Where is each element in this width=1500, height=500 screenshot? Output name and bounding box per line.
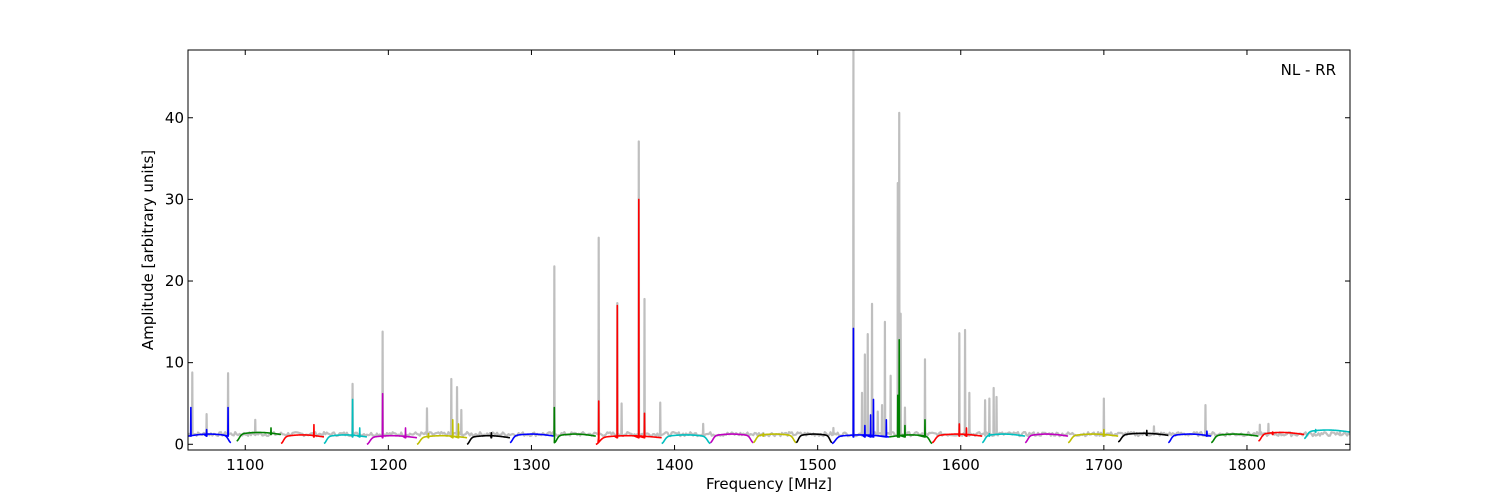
series-line-3 [323, 398, 368, 445]
plot-traces [188, 50, 1350, 446]
series-line-20 [1117, 429, 1169, 443]
series-line-22 [1210, 433, 1259, 444]
series-line-13 [795, 433, 833, 444]
series-line-18 [1024, 433, 1069, 444]
series-line-15 [889, 338, 933, 445]
series-line-17 [981, 432, 1026, 444]
series-line-0 [188, 406, 232, 444]
y-tick-label: 40 [165, 109, 184, 127]
series-line-23 [1258, 431, 1305, 442]
series-line-6 [466, 432, 511, 445]
x-axis-label: Frequency [MHz] [706, 475, 832, 493]
series-line-5 [416, 418, 468, 446]
y-axis-label: Amplitude [arbitrary units] [139, 150, 157, 350]
series-line-19 [1067, 428, 1119, 444]
series-line-7 [509, 433, 555, 444]
x-tick-label: 1600 [942, 456, 980, 474]
x-tick-label: 1500 [799, 456, 837, 474]
series-line-4 [366, 392, 418, 446]
series-line-16 [931, 423, 983, 444]
x-tick-label: 1100 [226, 456, 264, 474]
plot-annotation: NL - RR [1281, 61, 1336, 79]
series-line-11 [709, 433, 754, 444]
y-tick-label: 20 [165, 272, 184, 290]
x-tick-label: 1300 [512, 456, 550, 474]
series-line-10 [661, 434, 711, 445]
series-line-1 [236, 427, 282, 442]
x-tick-label: 1200 [369, 456, 407, 474]
y-tick-label: 0 [174, 435, 184, 453]
x-tick-label: 1400 [655, 456, 693, 474]
series-line-9 [595, 198, 662, 446]
plot-frame [187, 49, 1351, 451]
x-tick-label: 1700 [1085, 456, 1123, 474]
x-tick-label: 1800 [1228, 456, 1266, 474]
series-line-2 [280, 423, 325, 445]
series-line-24 [1303, 428, 1350, 440]
series-line-21 [1167, 430, 1212, 444]
axis-ticks: 1100 1200 1300 1400 1500 1600 1700 1800 0 10 20 30 4… [165, 50, 1350, 474]
y-tick-label: 10 [165, 354, 184, 372]
series-line-14 [831, 327, 890, 445]
series-line-8 [553, 406, 596, 444]
y-tick-label: 30 [165, 190, 184, 208]
series-line-12 [752, 432, 797, 444]
